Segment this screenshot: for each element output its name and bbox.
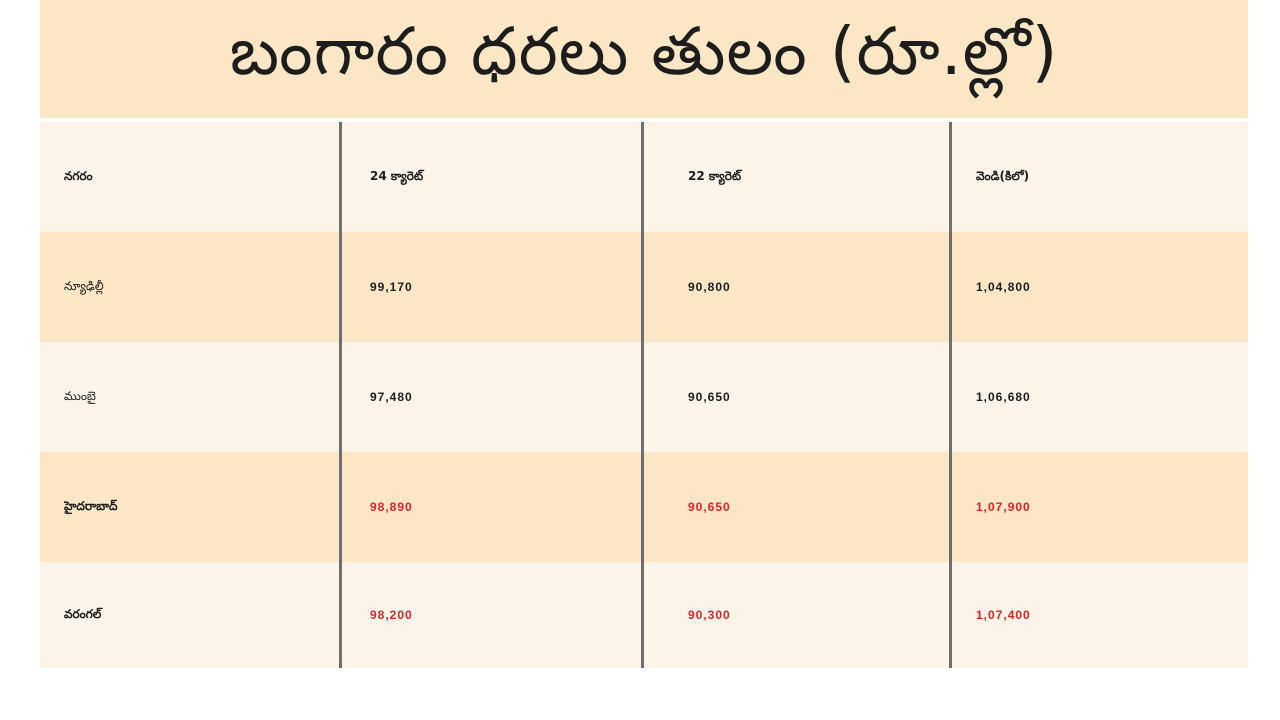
price-24-carat: 97,480 — [370, 390, 413, 404]
price-22-carat: 90,300 — [688, 608, 731, 622]
column-divider — [641, 122, 644, 668]
city-name: వరంగల్ — [64, 606, 102, 621]
title-banner: బంగారం ధరలు తులం (రూ.ల్లో) — [40, 0, 1248, 118]
table-row: ముంబై 97,480 90,650 1,06,680 — [40, 342, 1248, 452]
table-row: వరంగల్ 98,200 90,300 1,07,400 — [40, 562, 1248, 668]
price-silver: 1,07,900 — [976, 500, 1031, 514]
header-silver: వెండి(కిలో) — [976, 168, 1030, 183]
price-24-carat: 98,200 — [370, 608, 413, 622]
price-24-carat: 99,170 — [370, 280, 413, 294]
price-22-carat: 90,800 — [688, 280, 731, 294]
price-table: నగరం 24 క్యారెట్ 22 క్యారెట్ వెండి(కిలో)… — [40, 122, 1248, 668]
header-22-carat: 22 క్యారెట్ — [688, 168, 742, 183]
table-row: న్యూఢిల్లీ 99,170 90,800 1,04,800 — [40, 232, 1248, 342]
column-divider — [949, 122, 952, 668]
city-name: హైదరాబాద్ — [64, 498, 118, 513]
table-header-row: నగరం 24 క్యారెట్ 22 క్యారెట్ వెండి(కిలో) — [40, 122, 1248, 232]
column-divider — [339, 122, 342, 668]
price-22-carat: 90,650 — [688, 500, 731, 514]
city-name: న్యూఢిల్లీ — [64, 278, 104, 293]
price-silver: 1,07,400 — [976, 608, 1031, 622]
header-city: నగరం — [64, 168, 93, 183]
price-silver: 1,06,680 — [976, 390, 1031, 404]
header-24-carat: 24 క్యారెట్ — [370, 168, 424, 183]
price-silver: 1,04,800 — [976, 280, 1031, 294]
city-name: ముంబై — [64, 388, 96, 403]
price-22-carat: 90,650 — [688, 390, 731, 404]
page-title: బంగారం ధరలు తులం (రూ.ల్లో) — [229, 12, 1059, 90]
table-row: హైదరాబాద్ 98,890 90,650 1,07,900 — [40, 452, 1248, 562]
price-24-carat: 98,890 — [370, 500, 413, 514]
